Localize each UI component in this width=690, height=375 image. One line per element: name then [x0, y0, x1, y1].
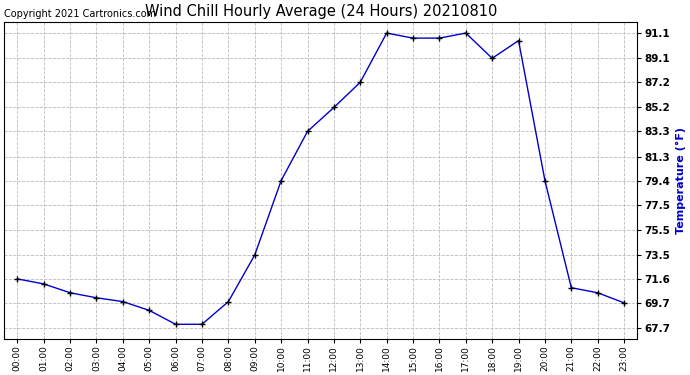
Y-axis label: Temperature (°F): Temperature (°F) — [676, 127, 686, 234]
Text: Copyright 2021 Cartronics.com: Copyright 2021 Cartronics.com — [4, 9, 157, 18]
Title: Wind Chill Hourly Average (24 Hours) 20210810: Wind Chill Hourly Average (24 Hours) 202… — [144, 4, 497, 19]
